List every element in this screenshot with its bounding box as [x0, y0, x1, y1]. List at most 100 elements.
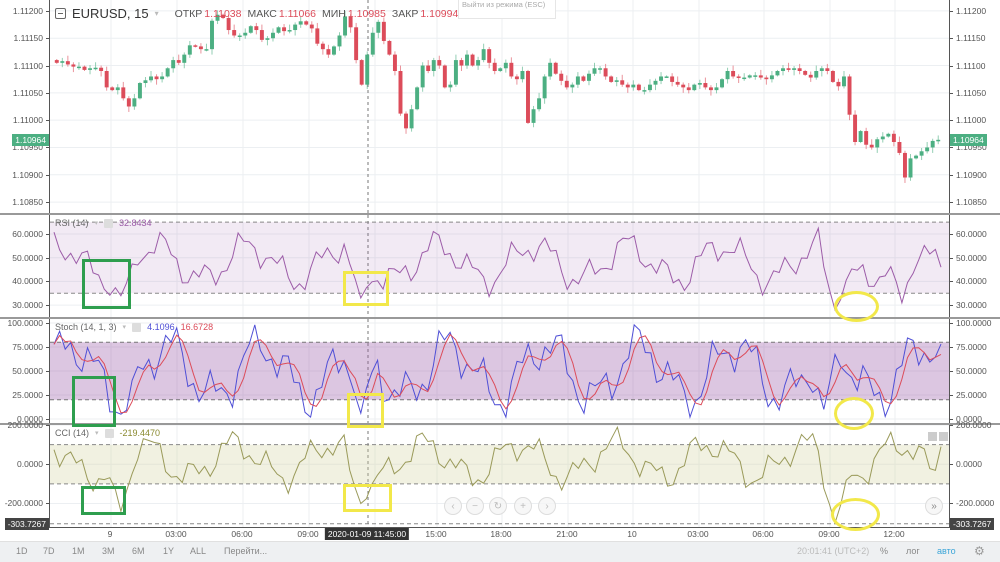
- green-marker-box: [81, 486, 126, 515]
- collapse-icon[interactable]: [55, 8, 66, 19]
- scroll-left-button[interactable]: ‹: [444, 497, 462, 515]
- zoom-in-button[interactable]: +: [514, 497, 532, 515]
- settings-gear-icon[interactable]: ⚙: [974, 544, 985, 558]
- range-all[interactable]: ALL: [190, 546, 207, 556]
- axis-tick-label: -200.0000: [956, 498, 995, 509]
- dropdown-icon[interactable]: ▾: [95, 430, 99, 437]
- axis-tick-label: 1.11200: [956, 5, 987, 16]
- move-up-icon[interactable]: [928, 432, 937, 441]
- axis-tick-label: 1.10850: [12, 197, 43, 208]
- reset-button[interactable]: ↻: [489, 497, 507, 515]
- clock[interactable]: 20:01:41 (UTC+2): [797, 546, 870, 556]
- stoch-line-chart: [50, 319, 949, 423]
- green-marker-box: [72, 376, 116, 427]
- axis-tick-label: 1.10850: [956, 197, 987, 208]
- log-toggle[interactable]: лог: [906, 546, 920, 556]
- range-6m[interactable]: 6M: [132, 546, 145, 556]
- left-price-axis[interactable]: 1.11200 1.11150 1.11100 1.11050 1.11000 1.109…: [0, 0, 49, 530]
- price-pane[interactable]: EURUSD, 15 ▾ ОТКР 1.11038 МАКС 1.11066 М…: [49, 0, 950, 213]
- cci-line-chart: [50, 425, 949, 527]
- axis-tick-label: 30.0000: [12, 300, 43, 311]
- right-price-axis[interactable]: 1.11200 1.11150 1.11100 1.11050 1.11000 1.109…: [950, 0, 999, 530]
- symbol-title[interactable]: EURUSD, 15: [72, 6, 149, 21]
- range-3m[interactable]: 3M: [102, 546, 115, 556]
- time-tick-label: 09:00: [297, 529, 319, 539]
- axis-tick-label: 1.11150: [956, 33, 986, 44]
- time-axis[interactable]: 9 03:00 06:00 09:00 15:00 18:00 21:00 10 03:00 06…: [0, 527, 1000, 541]
- zoom-out-button[interactable]: −: [466, 497, 484, 515]
- time-tick-label: 06:00: [231, 529, 253, 539]
- axis-tick-label: 1.10950: [12, 142, 43, 153]
- axis-tick-label: 200.0000: [956, 420, 992, 430]
- rsi-pane[interactable]: RSI (14) ▾ 32.8434: [49, 215, 950, 317]
- move-down-icon[interactable]: [939, 432, 948, 441]
- yellow-marker-box: [347, 393, 384, 428]
- range-7d[interactable]: 7D: [43, 546, 55, 556]
- yellow-marker-ellipse: [834, 397, 874, 430]
- axis-tick-label: 50.0000: [12, 366, 43, 376]
- open-label: ОТКР: [174, 7, 203, 20]
- rsi-value: 32.8434: [119, 218, 152, 228]
- cci-value: -219.4470: [119, 428, 161, 438]
- yellow-marker-box: [343, 271, 389, 306]
- time-tick-label: 09:00: [818, 529, 840, 539]
- axis-tick-label: 1.11000: [12, 115, 43, 126]
- axis-tick-label: 1.11200: [12, 5, 43, 16]
- open-value: 1.11038: [204, 7, 242, 20]
- pane-separator[interactable]: [0, 423, 1000, 425]
- axis-tick-label: 1.10950: [956, 142, 987, 153]
- range-1y[interactable]: 1Y: [163, 546, 175, 556]
- stoch-d-value: 16.6728: [180, 322, 214, 332]
- percent-toggle[interactable]: %: [880, 546, 889, 556]
- high-label: МАКС: [247, 7, 277, 20]
- axis-tick-label: 30.0000: [956, 300, 987, 311]
- axis-tick-label: 0.0000: [17, 414, 43, 424]
- cci-pane[interactable]: CCI (14) ▾ -219.4470 ‹ − ↻ + › »: [49, 425, 950, 527]
- axis-tick-label: 1.11050: [12, 87, 43, 98]
- bottom-toolbar: 1D 7D 1M 3M 6M 1Y ALL Перейти... 20:01:4…: [0, 541, 1000, 562]
- axis-tick-label: 1.11150: [13, 33, 43, 44]
- scroll-right-button[interactable]: ›: [538, 497, 556, 515]
- range-1m[interactable]: 1M: [72, 546, 85, 556]
- dropdown-icon[interactable]: ▾: [94, 220, 99, 227]
- cci-current-badge: -303.7267: [950, 517, 995, 530]
- auto-toggle[interactable]: авто: [937, 546, 956, 556]
- close-indicator-icon[interactable]: [132, 322, 142, 332]
- axis-tick-label: 50.0000: [12, 252, 43, 263]
- range-1d[interactable]: 1D: [16, 546, 28, 556]
- crosshair-time-label: 2020-01-09 11:45:00: [324, 528, 410, 540]
- last-price-badge: 1.10964: [12, 133, 49, 146]
- axis-tick-label: 75.0000: [12, 342, 43, 352]
- axis-tick-label: 60.0000: [956, 228, 987, 239]
- close-indicator-icon[interactable]: [104, 428, 114, 438]
- scroll-to-latest-button[interactable]: »: [925, 497, 943, 515]
- last-price-badge: 1.10964: [950, 133, 987, 146]
- close-label: ЗАКР: [391, 7, 419, 20]
- symbol-dropdown-icon[interactable]: ▾: [154, 9, 159, 18]
- green-marker-box: [82, 259, 131, 309]
- axis-tick-label: 40.0000: [12, 276, 43, 287]
- goto-date-button[interactable]: Перейти...: [224, 546, 268, 556]
- axis-tick-label: 1.11050: [956, 87, 987, 98]
- axis-tick-label: 100.0000: [7, 318, 43, 328]
- yellow-marker-ellipse: [831, 498, 880, 531]
- pane-separator[interactable]: [0, 317, 1000, 319]
- axis-tick-label: 0.0000: [956, 459, 982, 470]
- rsi-label[interactable]: RSI (14): [55, 218, 89, 228]
- close-indicator-icon[interactable]: [104, 218, 114, 228]
- cci-label[interactable]: CCI (14): [55, 428, 90, 438]
- pane-separator[interactable]: [0, 213, 1000, 215]
- time-tick-label: 21:00: [556, 529, 578, 539]
- high-value: 1.11066: [278, 7, 317, 20]
- low-label: МИН: [322, 7, 346, 20]
- axis-tick-label: 0.0000: [17, 459, 43, 470]
- stoch-pane[interactable]: Stoch (14, 1, 3) ▾ 4.1096 16.6728: [49, 319, 950, 423]
- yellow-marker-ellipse: [834, 291, 879, 322]
- axis-tick-label: 100.0000: [956, 318, 992, 328]
- stoch-label[interactable]: Stoch (14, 1, 3): [55, 322, 117, 332]
- candlestick-chart: [50, 0, 949, 213]
- low-value: 1.10985: [347, 7, 386, 20]
- axis-tick-label: 200.0000: [7, 420, 43, 430]
- dropdown-icon[interactable]: ▾: [122, 324, 127, 331]
